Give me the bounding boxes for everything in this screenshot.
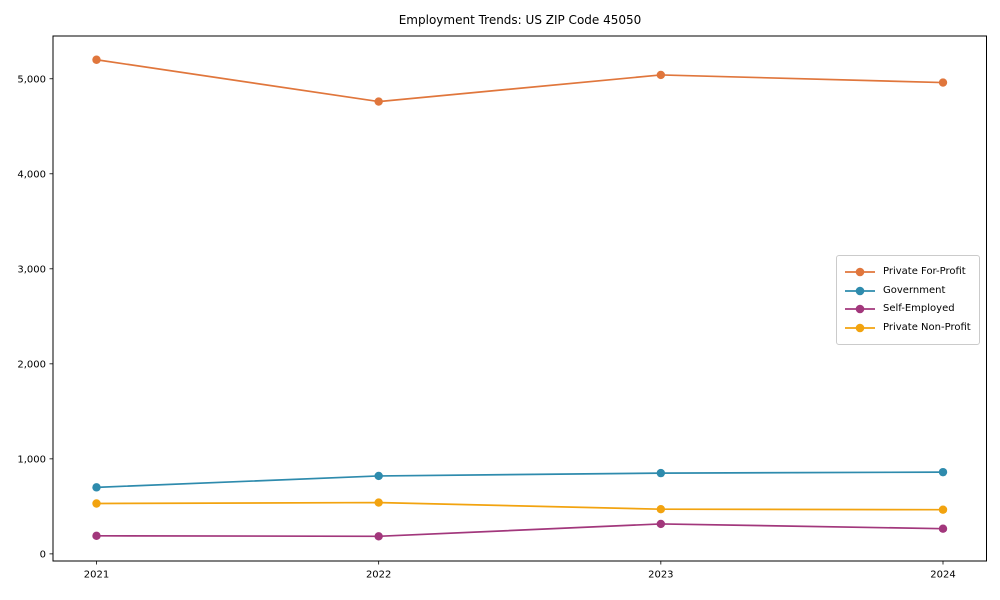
data-point-self-employed-2024 <box>938 524 948 533</box>
x-tick-label: 2021 <box>84 570 109 581</box>
legend-item-government: Government <box>844 285 972 297</box>
data-point-private-for-profit-2022 <box>374 97 383 106</box>
data-point-self-employed-2021 <box>92 531 101 541</box>
plot-frame <box>52 35 987 562</box>
series-line-private-non-profit <box>95 501 944 511</box>
series-line-government <box>95 471 944 489</box>
legend-item-private-non-profit: Private Non-Profit <box>844 322 972 334</box>
y-tick-label: 1,000 <box>17 454 46 465</box>
y-tick-label: 4,000 <box>17 169 46 180</box>
data-point-government-2023 <box>656 468 666 478</box>
legend-label-private-for-profit: Private For-Profit <box>883 265 966 277</box>
x-tick-label: 2022 <box>366 570 391 581</box>
legend-item-private-for-profit: Private For-Profit <box>844 266 972 278</box>
data-point-private-non-profit-2023 <box>656 505 666 514</box>
legend: Private For-Profit Government Self-Employe… <box>836 255 980 345</box>
legend-marker <box>855 286 865 295</box>
legend-item-self-employed: Self-Employed <box>844 303 972 315</box>
legend-marker <box>855 267 865 277</box>
y-tick-label: 5,000 <box>17 74 46 85</box>
data-point-private-non-profit-2024 <box>938 505 948 514</box>
legend-swatch-private-for-profit <box>845 267 875 277</box>
data-point-private-for-profit-2024 <box>938 78 948 87</box>
series-line-self-employed <box>95 523 944 538</box>
data-point-private-for-profit-2023 <box>656 70 666 80</box>
data-point-government-2024 <box>938 467 948 477</box>
data-point-government-2022 <box>374 471 383 481</box>
data-point-government-2021 <box>92 483 101 492</box>
data-point-self-employed-2023 <box>656 519 666 529</box>
x-tick-label: 2024 <box>930 570 955 581</box>
data-point-private-non-profit-2021 <box>92 499 101 508</box>
legend-label-government: Government <box>883 284 946 296</box>
legend-swatch-self-employed <box>845 305 875 314</box>
legend-label-self-employed: Self-Employed <box>883 303 955 315</box>
series-line-private-for-profit <box>95 58 944 103</box>
data-point-self-employed-2022 <box>374 532 383 541</box>
y-tick-label: 0 <box>40 549 46 560</box>
legend-label-private-non-profit: Private Non-Profit <box>883 322 971 334</box>
chart-title: Employment Trends: US ZIP Code 45050 <box>398 13 642 27</box>
legend-marker <box>855 305 865 314</box>
y-tick-label: 3,000 <box>17 264 46 275</box>
data-point-private-non-profit-2022 <box>374 498 383 507</box>
x-tick-label: 2023 <box>648 570 673 581</box>
y-tick-label: 2,000 <box>17 359 46 370</box>
legend-swatch-government <box>845 286 875 295</box>
data-point-private-for-profit-2021 <box>92 55 101 64</box>
legend-swatch-private-non-profit <box>845 323 875 333</box>
legend-marker <box>855 323 865 333</box>
